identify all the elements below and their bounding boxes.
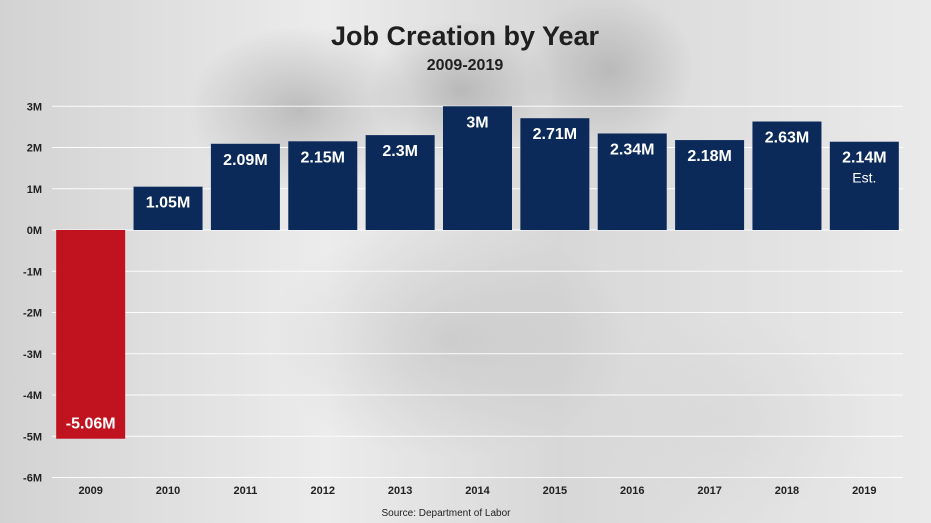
bars: -5.06M 1.05M 2.09M 2.15M 2.3M 3M 2.71M 2.34M 2.1… [56,106,899,439]
y-tick-label: -5M [23,431,42,443]
data-label: 2.63M [765,130,809,147]
data-label: 2.34M [610,141,654,158]
source-note: Source: Department of Labor [382,508,512,519]
bar-2009 [56,230,126,439]
y-axis: 3M 2M 1M 0M -1M -2M -3M -4M -5M -6M [23,101,42,484]
y-tick-label: -4M [23,390,42,402]
bar-2010 [133,186,203,230]
x-axis: 2009 2010 2011 2012 2013 2014 2015 2016 2017 2018… [78,485,876,497]
bar-2012 [288,141,358,230]
y-tick-label: -1M [23,266,42,278]
bar-2011 [210,143,280,230]
x-tick-label: 2010 [156,485,180,497]
data-label: -5.06M [66,416,116,433]
data-label: 1.05M [146,195,190,212]
x-tick-label: 2013 [388,485,412,497]
data-label: 2.3M [382,143,418,160]
x-tick-label: 2012 [311,485,335,497]
bar-2018 [752,121,822,230]
bar-2014 [443,106,512,230]
y-tick-label: 2M [27,143,42,155]
data-label: 2.71M [533,126,577,143]
x-tick-label: 2017 [697,485,721,497]
x-tick-label: 2019 [852,485,876,497]
data-label: 2.14M [842,150,886,167]
x-tick-label: 2014 [465,485,490,497]
y-tick-label: -3M [23,349,42,361]
y-tick-label: 3M [27,101,42,113]
y-tick-label: 0M [27,225,42,237]
x-tick-label: 2016 [620,485,644,497]
y-tick-label: 1M [27,184,42,196]
data-label: 2.09M [223,152,267,169]
y-tick-label: -2M [23,308,42,320]
chart-title: Job Creation by Year [331,21,600,51]
x-tick-label: 2009 [78,485,102,497]
chart-subtitle: 2009-2019 [427,57,504,74]
x-tick-label: 2018 [775,485,799,497]
bar-2015 [520,118,590,230]
bar-2016 [597,133,667,230]
x-tick-label: 2015 [543,485,567,497]
data-label: 2.18M [687,148,731,165]
data-note: Est. [852,170,876,186]
x-tick-label: 2011 [233,485,257,497]
bar-2013 [365,135,435,230]
bar-2017 [675,140,745,230]
bar-2019 [829,141,899,230]
data-label: 3M [466,114,488,131]
data-label: 2.15M [301,149,345,166]
y-tick-label: -6M [23,473,42,485]
